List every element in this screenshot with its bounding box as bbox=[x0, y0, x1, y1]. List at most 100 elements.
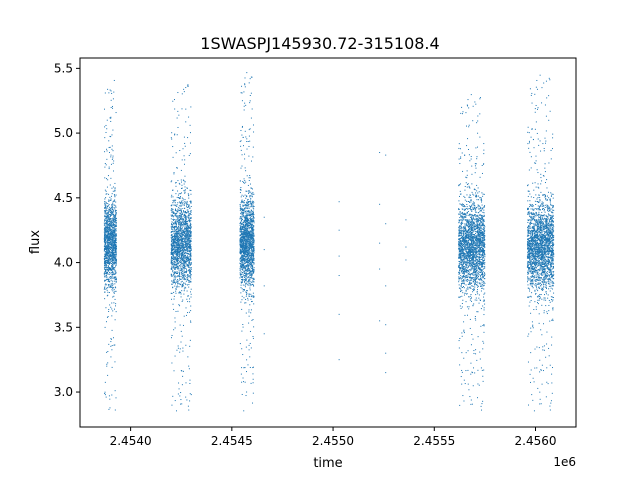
data-point bbox=[177, 279, 179, 281]
data-point bbox=[105, 190, 107, 192]
data-point bbox=[240, 246, 242, 248]
data-point bbox=[247, 211, 249, 213]
data-point bbox=[250, 219, 252, 221]
data-point bbox=[104, 236, 106, 238]
data-point bbox=[112, 210, 114, 212]
data-point bbox=[112, 310, 114, 312]
data-point bbox=[173, 252, 175, 254]
data-point bbox=[239, 240, 241, 242]
data-point bbox=[114, 221, 116, 223]
data-point bbox=[115, 262, 117, 264]
data-point bbox=[182, 324, 184, 326]
data-point bbox=[184, 230, 186, 232]
data-point bbox=[241, 271, 243, 273]
data-point bbox=[249, 234, 251, 236]
data-point bbox=[182, 179, 184, 181]
data-point bbox=[188, 154, 190, 156]
data-point bbox=[174, 252, 176, 254]
data-point bbox=[115, 253, 117, 255]
data-point bbox=[113, 295, 115, 297]
data-point bbox=[108, 92, 110, 94]
data-point bbox=[186, 201, 188, 203]
data-point bbox=[113, 288, 115, 290]
data-point bbox=[178, 271, 180, 273]
data-point bbox=[174, 204, 176, 206]
data-point bbox=[112, 227, 114, 229]
data-point bbox=[172, 287, 174, 289]
data-point bbox=[251, 301, 252, 303]
data-point bbox=[241, 280, 243, 282]
data-point bbox=[252, 260, 254, 262]
data-point bbox=[239, 208, 241, 210]
data-point bbox=[190, 254, 192, 256]
data-point bbox=[172, 237, 174, 239]
data-point bbox=[177, 249, 179, 251]
data-point bbox=[104, 326, 106, 328]
data-point bbox=[111, 261, 113, 263]
data-point bbox=[241, 236, 243, 238]
data-point bbox=[171, 208, 173, 210]
data-point bbox=[251, 264, 253, 266]
data-point bbox=[189, 229, 191, 231]
data-point bbox=[109, 206, 111, 208]
data-point bbox=[251, 224, 253, 226]
data-point bbox=[245, 214, 247, 216]
data-point bbox=[245, 246, 247, 248]
data-point bbox=[253, 281, 255, 283]
data-point bbox=[246, 141, 248, 143]
data-point bbox=[115, 237, 117, 239]
data-point bbox=[178, 235, 180, 237]
data-point bbox=[114, 269, 116, 271]
data-point bbox=[244, 243, 246, 245]
data-point bbox=[110, 163, 112, 165]
data-point bbox=[176, 276, 178, 278]
data-point bbox=[187, 279, 189, 281]
data-point bbox=[170, 257, 172, 259]
data-point bbox=[111, 274, 113, 276]
data-point bbox=[111, 308, 113, 310]
data-point bbox=[249, 287, 251, 289]
data-point bbox=[115, 270, 117, 272]
data-point bbox=[186, 237, 188, 239]
data-point bbox=[186, 242, 188, 244]
data-point bbox=[176, 251, 178, 253]
data-point bbox=[106, 231, 108, 233]
data-point bbox=[188, 245, 190, 247]
data-point bbox=[179, 218, 181, 220]
data-point bbox=[182, 285, 184, 287]
data-point bbox=[174, 246, 176, 248]
data-point bbox=[172, 248, 174, 250]
data-point bbox=[241, 209, 243, 211]
data-point bbox=[186, 271, 188, 273]
data-point bbox=[239, 241, 241, 243]
data-point bbox=[246, 248, 248, 250]
data-point bbox=[248, 264, 250, 266]
data-point bbox=[181, 240, 183, 242]
data-point bbox=[185, 396, 187, 398]
data-point bbox=[190, 269, 192, 271]
data-point bbox=[245, 249, 247, 251]
data-point bbox=[244, 245, 246, 247]
data-point bbox=[105, 228, 107, 230]
data-point bbox=[179, 183, 181, 185]
data-point bbox=[114, 215, 116, 217]
data-point bbox=[108, 226, 110, 228]
data-point bbox=[186, 261, 188, 263]
data-point bbox=[247, 184, 249, 186]
data-point bbox=[174, 200, 176, 202]
data-point bbox=[180, 244, 182, 246]
data-point bbox=[115, 201, 117, 203]
data-point bbox=[180, 179, 182, 181]
data-point bbox=[177, 244, 179, 246]
data-point bbox=[186, 227, 188, 229]
data-point bbox=[173, 278, 175, 280]
data-point bbox=[184, 207, 186, 209]
data-point bbox=[252, 227, 254, 229]
data-point bbox=[104, 286, 106, 288]
data-point bbox=[173, 260, 175, 262]
data-point bbox=[173, 249, 175, 251]
data-point bbox=[170, 214, 172, 216]
data-point bbox=[245, 228, 247, 230]
data-point bbox=[245, 243, 247, 245]
data-point bbox=[247, 233, 249, 235]
